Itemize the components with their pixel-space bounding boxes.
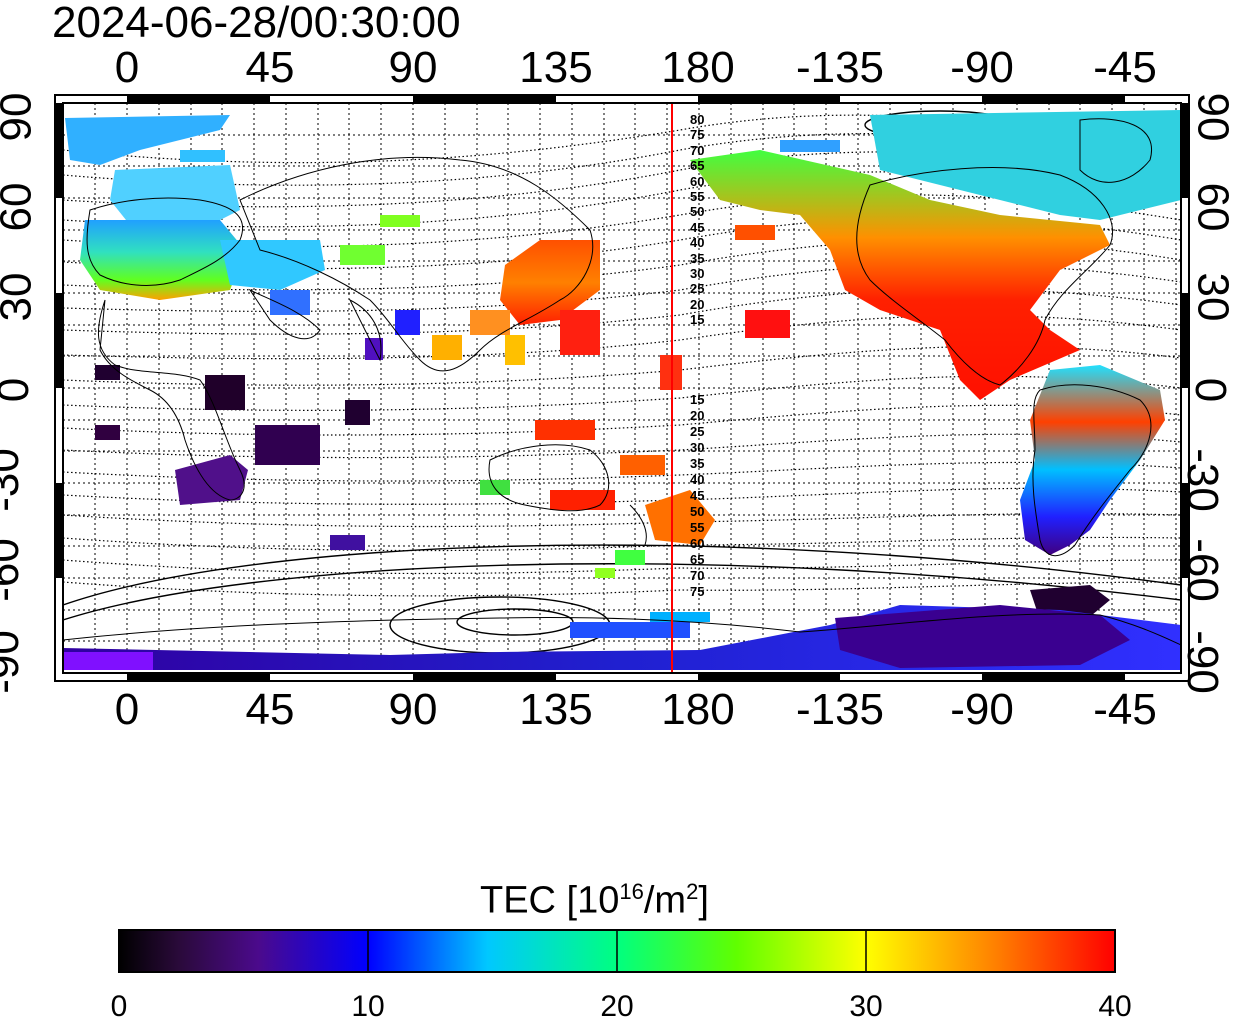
bottom-lon-tick: 0 — [114, 685, 140, 734]
colorbar-ticks — [367, 930, 867, 972]
bottom-lon-tick: -45 — [1093, 685, 1157, 734]
contour-label: 50 — [690, 504, 705, 519]
top-lon-tick: 0 — [114, 43, 140, 92]
bottom-lon-tick: 180 — [661, 685, 735, 734]
contour-label: 80 — [690, 112, 705, 127]
coastlines — [63, 118, 1181, 646]
contour-label: 70 — [690, 568, 705, 583]
contour-label: 55 — [690, 520, 705, 535]
contour-label: 65 — [690, 552, 705, 567]
contour-label: 45 — [690, 488, 705, 503]
bottom-lon-tick: 90 — [388, 685, 438, 734]
colorbar-tick-label: 10 — [351, 990, 385, 1023]
bottom-lon-tick: 45 — [245, 685, 295, 734]
contour-label: 15 — [690, 392, 705, 407]
contour-label: 35 — [690, 250, 705, 266]
contour-label: 30 — [690, 440, 705, 455]
colorbar-tick-label: 40 — [1098, 990, 1132, 1023]
top-lon-tick: -45 — [1093, 43, 1157, 92]
contour-label: 35 — [690, 456, 705, 471]
bottom-lon-tick: -90 — [950, 685, 1014, 734]
contour-label: 70 — [690, 142, 705, 158]
contour-label: 40 — [690, 472, 705, 487]
contour-label: 40 — [690, 235, 705, 251]
top-lon-tick: -90 — [950, 43, 1014, 92]
top-lon-tick: 135 — [519, 43, 593, 92]
contour-label: 75 — [690, 127, 705, 143]
contour-label: 60 — [690, 536, 705, 551]
contour-label: 45 — [690, 219, 705, 235]
contour-label: 60 — [690, 173, 705, 189]
top-lon-tick: 90 — [388, 43, 438, 92]
contour-label: 50 — [690, 204, 705, 220]
contour-label: 75 — [690, 584, 705, 599]
map-timestamp-title: 2024-06-28/00:30:00 — [52, 0, 461, 47]
colorbar-title: TEC [1016/m2] — [480, 879, 709, 922]
contour-label: 30 — [690, 266, 705, 281]
top-lon-tick: -135 — [795, 43, 885, 92]
contour-label: 20 — [690, 296, 705, 312]
contour-label: 25 — [690, 281, 705, 297]
contour-label: 15 — [690, 312, 705, 328]
colorbar-tick-label: 0 — [110, 990, 128, 1023]
contour-label: 25 — [690, 424, 705, 439]
bottom-lon-tick: 135 — [519, 685, 593, 734]
top-lon-tick: 45 — [245, 43, 295, 92]
colorbar-tick-label: 20 — [600, 990, 634, 1023]
contour-label: 55 — [690, 189, 705, 204]
top-lon-tick: 180 — [661, 43, 735, 92]
colorbar-tick-label: 30 — [849, 990, 883, 1023]
bottom-lon-tick: -135 — [795, 685, 885, 734]
contour-label: 65 — [690, 158, 705, 174]
contour-label: 20 — [690, 408, 705, 423]
tec-data-patches — [63, 110, 1181, 670]
frame-scale-bars — [55, 95, 1189, 681]
